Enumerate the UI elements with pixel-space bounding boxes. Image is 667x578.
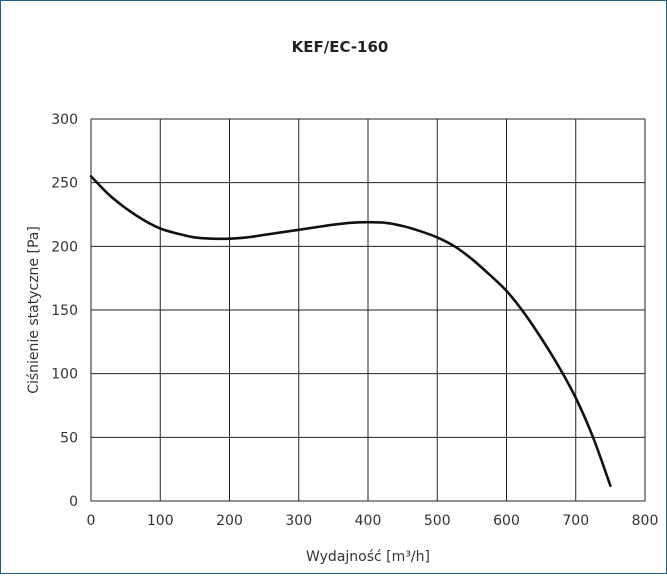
- y-tick-label: 0: [69, 494, 78, 510]
- x-tick-label: 800: [632, 513, 659, 529]
- y-tick-label: 300: [51, 112, 78, 128]
- x-tick-label: 500: [424, 513, 451, 529]
- y-axis-label: Ciśnienie statyczne [Pa]: [26, 226, 42, 394]
- x-axis-ticks: 0 100 200 300 400 500 600 700 800: [87, 513, 659, 529]
- x-tick-label: 700: [562, 513, 589, 529]
- x-tick-label: 300: [285, 513, 312, 529]
- x-tick-label: 600: [493, 513, 520, 529]
- y-tick-label: 150: [51, 303, 78, 319]
- y-axis-ticks: 0 50 100 150 200 250 300: [51, 112, 78, 510]
- grid: [90, 118, 646, 502]
- plot-frame: [90, 118, 646, 502]
- y-tick-label: 100: [51, 367, 78, 383]
- x-axis-label: Wydajność [m³/h]: [306, 549, 430, 565]
- y-tick-label: 50: [60, 430, 78, 446]
- x-tick-label: 100: [147, 513, 174, 529]
- x-tick-label: 400: [355, 513, 382, 529]
- x-tick-label: 0: [87, 513, 96, 529]
- chart-title: KEF/EC-160: [292, 38, 389, 56]
- x-tick-label: 200: [216, 513, 243, 529]
- performance-curve: [89, 175, 612, 488]
- y-tick-label: 200: [51, 239, 78, 255]
- y-tick-label: 250: [51, 176, 78, 192]
